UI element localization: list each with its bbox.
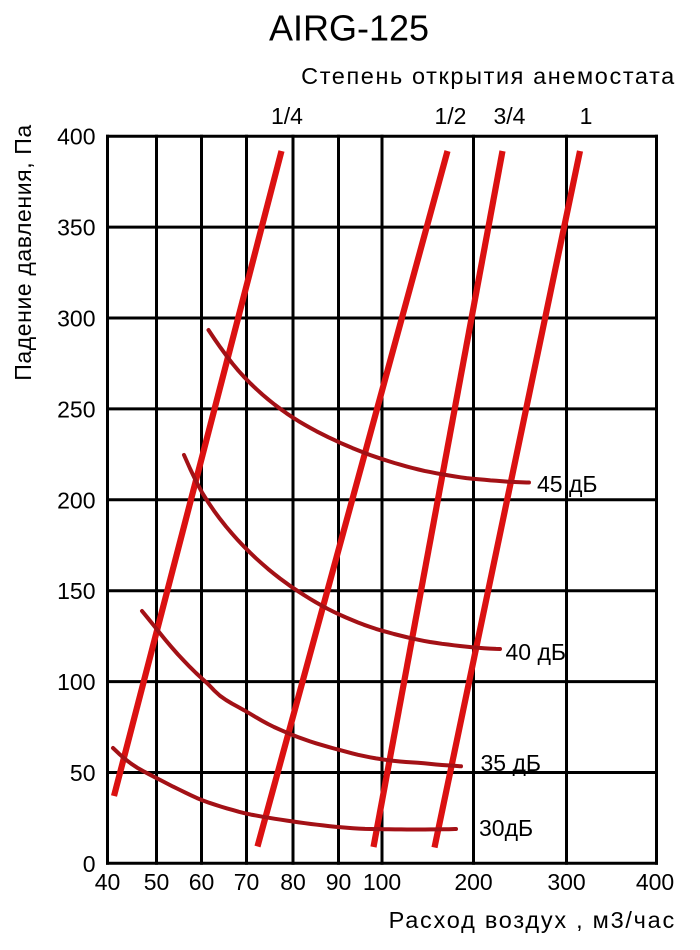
svg-text:50: 50 xyxy=(70,760,96,786)
svg-text:350: 350 xyxy=(57,215,95,241)
svg-text:1: 1 xyxy=(580,103,593,129)
svg-text:Степень открытия анемостата: Степень открытия анемостата xyxy=(301,63,676,89)
svg-text:100: 100 xyxy=(57,669,95,695)
svg-text:35 дБ: 35 дБ xyxy=(481,750,542,776)
svg-text:45 дБ: 45 дБ xyxy=(537,471,598,497)
svg-text:40: 40 xyxy=(95,869,121,895)
svg-text:AIRG-125: AIRG-125 xyxy=(269,8,429,49)
svg-text:150: 150 xyxy=(57,578,95,604)
svg-text:1/4: 1/4 xyxy=(271,103,303,129)
svg-text:Расход воздух , м3/час: Расход воздух , м3/час xyxy=(389,907,676,933)
svg-text:200: 200 xyxy=(57,487,95,513)
svg-text:300: 300 xyxy=(547,869,585,895)
svg-text:250: 250 xyxy=(57,396,95,422)
svg-text:Падение давления, Па: Падение давления, Па xyxy=(10,124,36,381)
svg-text:300: 300 xyxy=(57,306,95,332)
svg-text:30дБ: 30дБ xyxy=(479,815,533,841)
svg-text:70: 70 xyxy=(234,869,260,895)
svg-text:40 дБ: 40 дБ xyxy=(506,639,567,665)
svg-text:100: 100 xyxy=(363,869,401,895)
svg-text:3/4: 3/4 xyxy=(494,103,526,129)
svg-text:1/2: 1/2 xyxy=(435,103,467,129)
svg-text:400: 400 xyxy=(57,124,95,150)
svg-text:0: 0 xyxy=(83,851,96,877)
svg-text:50: 50 xyxy=(144,869,170,895)
svg-text:60: 60 xyxy=(189,869,215,895)
svg-text:200: 200 xyxy=(454,869,492,895)
svg-text:90: 90 xyxy=(326,869,352,895)
svg-text:400: 400 xyxy=(636,869,674,895)
svg-text:80: 80 xyxy=(280,869,306,895)
